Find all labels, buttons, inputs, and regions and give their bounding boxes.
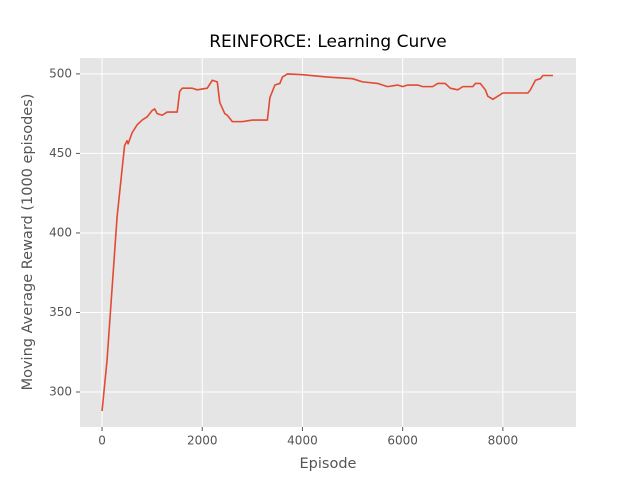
x-tick-label: 8000 [488, 434, 519, 448]
y-tick-label: 400 [49, 225, 72, 239]
y-tick-label: 300 [49, 385, 72, 399]
x-tick-label: 2000 [187, 434, 218, 448]
x-tick-label: 0 [98, 434, 106, 448]
plot-area [80, 58, 576, 427]
y-tick-label: 450 [49, 146, 72, 160]
y-tick-label: 500 [49, 66, 72, 80]
y-tick-label: 350 [49, 305, 72, 319]
x-tick-label: 4000 [287, 434, 318, 448]
y-axis-label: Moving Average Reward (1000 episodes) [20, 94, 36, 391]
data-line [101, 73, 553, 412]
x-axis-label: Episode [300, 456, 357, 472]
chart-title: REINFORCE: Learning Curve [209, 32, 447, 52]
x-tick-label: 6000 [387, 434, 418, 448]
